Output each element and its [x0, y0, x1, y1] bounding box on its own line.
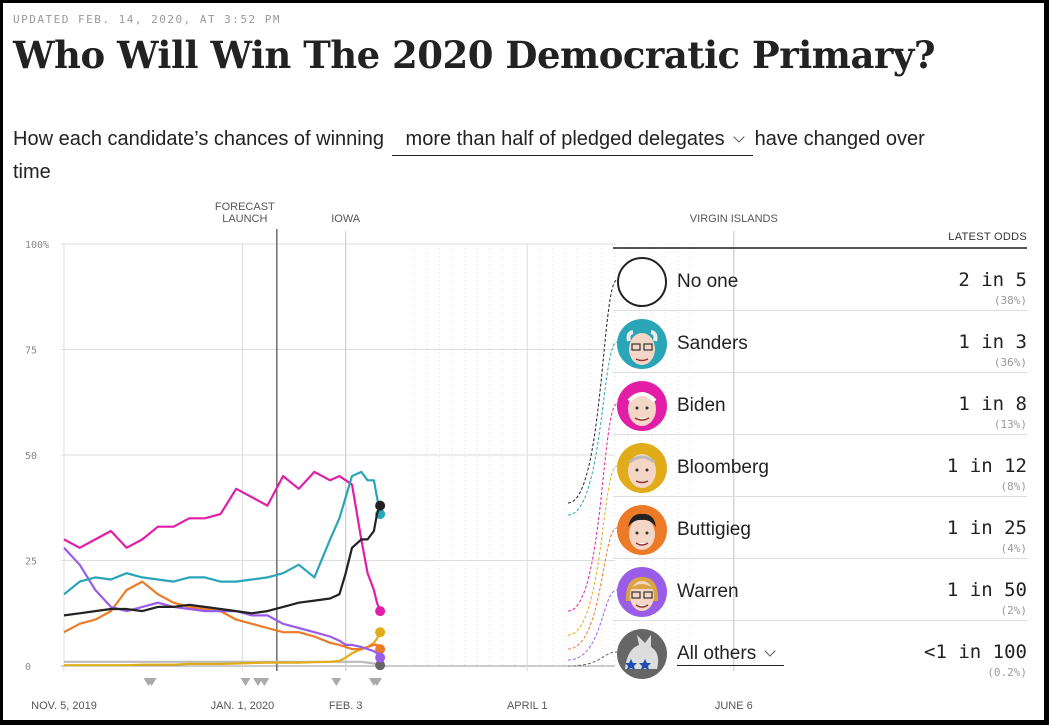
- debate-marker: [146, 678, 157, 686]
- bloomberg-portrait-icon: [617, 443, 667, 493]
- debate-marker: [259, 678, 270, 686]
- legend-connector: [567, 589, 618, 661]
- series-endpoint: [375, 500, 386, 511]
- candidate-name: Warren: [677, 581, 739, 602]
- others-dropdown-label: All others: [677, 643, 757, 664]
- candidate-name: Bloomberg: [677, 457, 769, 478]
- candidate-percent: (8%): [1000, 480, 1028, 493]
- event-label: VIRGIN ISLANDS: [690, 213, 778, 225]
- buttigieg-portrait-icon: [617, 505, 667, 555]
- warren-portrait-icon: [617, 567, 667, 617]
- candidate-row-buttigieg: Buttigieg 1 in 25 (4%): [613, 497, 1027, 559]
- legend-connector: [567, 527, 618, 650]
- x-tick-label: JAN. 1, 2020: [211, 700, 275, 712]
- debate-marker: [240, 678, 251, 686]
- x-tick-label: APRIL 1: [507, 700, 548, 712]
- candidate-name: Buttigieg: [677, 519, 751, 540]
- candidate-row-all-others: All others <1 in 100 (0.2%): [613, 621, 1027, 682]
- series-endpoint: [375, 627, 386, 638]
- legend-connector: [567, 341, 618, 516]
- event-label: LAUNCH: [222, 213, 267, 225]
- candidate-row-sanders: Sanders 1 in 3 (36%): [613, 311, 1027, 373]
- candidate-name: Biden: [677, 395, 726, 416]
- series-endpoint: [375, 644, 386, 655]
- candidate-odds: <1 in 100: [924, 641, 1027, 663]
- latest-odds-header: LATEST ODDS: [948, 231, 1027, 243]
- series-endpoint: [375, 652, 386, 663]
- candidate-odds: 2 in 5: [958, 269, 1027, 291]
- event-label: FORECAST: [215, 201, 275, 213]
- legend-connector: [567, 403, 618, 612]
- series-line-buttigieg: [63, 580, 381, 651]
- candidate-odds: 1 in 8: [958, 393, 1027, 415]
- donkey-icon: [617, 629, 667, 679]
- candidate-list: No one 2 in 5 (38%) Sanders 1 in 3 (36%)…: [613, 247, 1027, 682]
- empty-circle-icon: [617, 257, 667, 307]
- legend-connector: [567, 279, 618, 504]
- series-line-warren: [63, 547, 381, 659]
- candidate-percent: (4%): [1000, 542, 1028, 555]
- y-tick-label: 50: [25, 451, 37, 462]
- odds-chart: 100% 75 50 25 0 NOV. 5, 2019 JAN. 1, 2020 FEB. …: [25, 201, 778, 712]
- candidate-percent: (36%): [993, 356, 1027, 369]
- y-tick-label: 100%: [25, 240, 49, 251]
- candidate-percent: (38%): [993, 294, 1027, 307]
- candidate-name: No one: [677, 271, 739, 292]
- candidate-row-no-one: No one 2 in 5 (38%): [613, 247, 1027, 311]
- candidate-percent: (2%): [1000, 604, 1028, 617]
- debate-marker: [372, 678, 382, 686]
- outcome-dropdown[interactable]: more than half of pledged delegates: [391, 123, 753, 156]
- candidate-odds: 1 in 12: [946, 455, 1027, 477]
- outcome-dropdown-value: more than half of pledged delegates: [405, 128, 725, 150]
- y-tick-label: 25: [25, 557, 37, 568]
- candidate-row-biden: Biden 1 in 8 (13%): [613, 373, 1027, 435]
- others-dropdown[interactable]: All others: [677, 643, 785, 666]
- candidate-odds: 1 in 25: [946, 517, 1027, 539]
- x-tick-label: JUNE 6: [715, 700, 753, 712]
- chevron-down-icon: [764, 645, 776, 657]
- series-line-no-one: [63, 505, 382, 617]
- x-tick-label: NOV. 5, 2019: [31, 700, 97, 712]
- debate-marker: [253, 678, 264, 686]
- series-endpoint: [375, 660, 386, 671]
- candidate-odds: 1 in 3: [958, 331, 1027, 353]
- page-title: Who Will Win The 2020 Democratic Primary…: [13, 33, 936, 77]
- chart-subtitle: How each candidate’s chances of winning …: [13, 123, 953, 188]
- candidate-row-warren: Warren 1 in 50 (2%): [613, 559, 1027, 621]
- candidate-percent: (13%): [993, 418, 1027, 431]
- candidate-row-bloomberg: Bloomberg 1 in 12 (8%): [613, 435, 1027, 497]
- y-tick-label: 0: [25, 662, 31, 673]
- candidate-name: Sanders: [677, 333, 748, 354]
- legend-connector: [567, 465, 618, 636]
- debate-marker: [331, 678, 342, 686]
- series-endpoint: [375, 606, 386, 617]
- y-tick-label: 75: [25, 346, 37, 357]
- event-label: IOWA: [331, 213, 361, 225]
- candidate-odds: 1 in 50: [946, 579, 1027, 601]
- forecast-panel: UPDATED FEB. 14, 2020, AT 3:52 PM Who Wi…: [3, 3, 1044, 720]
- subtitle-text-after: have changed over time: [13, 128, 925, 183]
- updated-timestamp: UPDATED FEB. 14, 2020, AT 3:52 PM: [13, 13, 282, 26]
- biden-portrait-icon: [617, 381, 667, 431]
- series-line-biden: [63, 470, 382, 612]
- series-line-sanders: [63, 470, 382, 596]
- x-tick-label: FEB. 3: [329, 700, 363, 712]
- candidate-percent: (0.2%): [987, 666, 1027, 679]
- sanders-portrait-icon: [617, 319, 667, 369]
- subtitle-text-before: How each candidate’s chances of winning: [13, 128, 384, 150]
